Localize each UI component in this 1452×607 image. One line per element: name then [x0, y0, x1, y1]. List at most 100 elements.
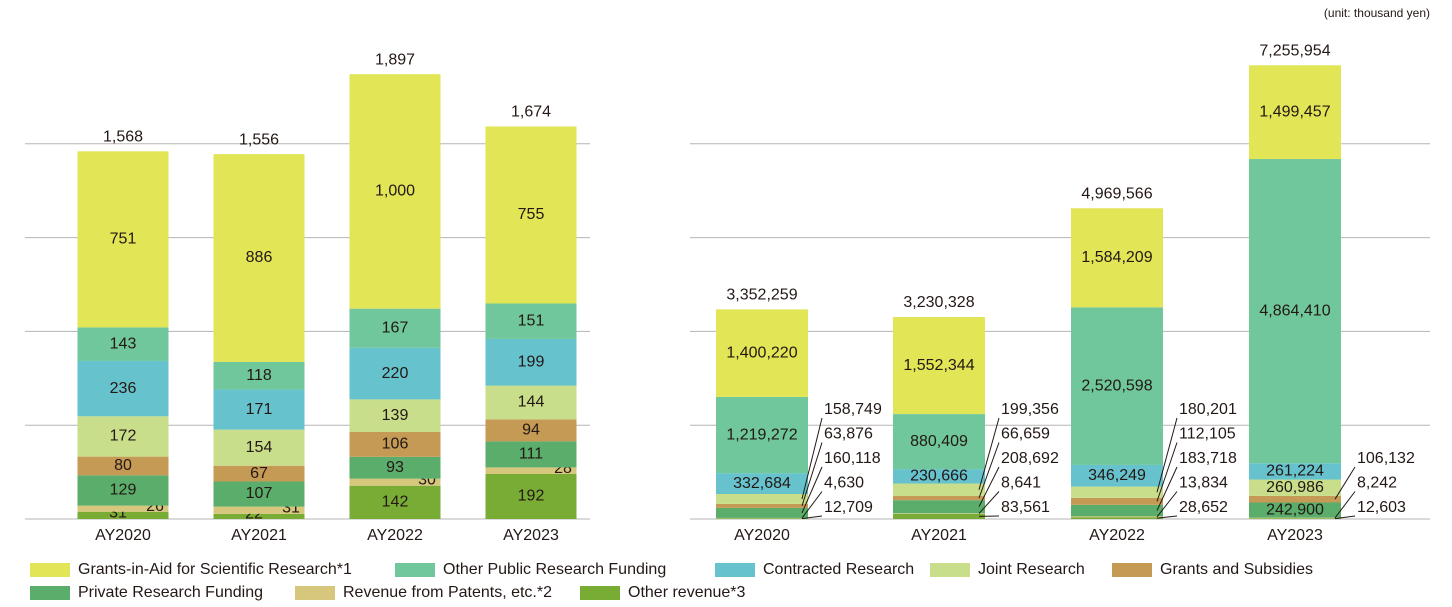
leader-line	[978, 491, 1000, 514]
leader-line	[801, 466, 823, 514]
data-label: 111	[519, 446, 543, 463]
data-label: 1,219,272	[726, 426, 797, 443]
legend-label: Grants-in-Aid for Scientific Research*1	[78, 561, 352, 578]
data-label: 107	[246, 485, 273, 502]
bar-segment	[1249, 495, 1341, 503]
data-label: 12,709	[824, 499, 873, 516]
bar-segment	[77, 416, 169, 457]
bar-segment	[213, 465, 305, 482]
leader-line	[1156, 515, 1178, 519]
legend-swatch	[1112, 563, 1152, 577]
legend-swatch	[715, 563, 755, 577]
data-label: 171	[246, 401, 273, 418]
data-label: 1,400,220	[726, 344, 797, 361]
bar-segment	[1071, 307, 1163, 465]
bar-segment	[1071, 517, 1163, 519]
data-label: 4,630	[824, 475, 864, 492]
leader-line	[801, 417, 823, 500]
data-label: 1,000	[375, 183, 415, 200]
data-label: 93	[386, 459, 404, 476]
bar-segment	[485, 385, 577, 420]
total-label: 3,230,328	[903, 294, 974, 311]
bar-segment	[1249, 479, 1341, 496]
bar-segment	[893, 469, 985, 484]
data-label: 67	[250, 465, 268, 482]
bar-segment	[213, 389, 305, 430]
legend-label: Grants and Subsidies	[1160, 561, 1313, 578]
legend-swatch	[30, 586, 70, 600]
bar-segment	[1071, 464, 1163, 487]
total-label: 1,674	[511, 104, 551, 121]
data-label: 880,409	[910, 433, 968, 450]
data-label: 180,201	[1179, 401, 1237, 418]
bar-segment	[893, 496, 985, 501]
data-label: 142	[382, 494, 409, 511]
data-label: 332,684	[733, 475, 791, 492]
bar-segment	[1071, 208, 1163, 308]
legend-label: Revenue from Patents, etc.*2	[343, 584, 552, 601]
bar-segment	[485, 467, 577, 474]
data-label: 242,900	[1266, 501, 1324, 518]
data-label: 13,834	[1179, 475, 1228, 492]
bar-segment	[485, 441, 577, 468]
data-label: 66,659	[1001, 426, 1050, 443]
data-label: 154	[246, 439, 273, 456]
data-label: 886	[246, 249, 273, 266]
data-label: 144	[518, 394, 545, 411]
bar-segment	[349, 399, 441, 433]
data-label: 112,105	[1179, 426, 1236, 443]
unit-note: (unit: thousand yen)	[1324, 6, 1430, 20]
x-tick-label: AY2022	[1089, 527, 1145, 544]
leader-line	[978, 466, 1000, 507]
bar-segment	[1249, 517, 1341, 519]
data-label: 143	[110, 335, 137, 352]
bar-segment	[1249, 463, 1341, 480]
x-tick-label: AY2023	[1267, 527, 1323, 544]
bar-segment	[213, 361, 305, 390]
x-tick-label: AY2023	[503, 527, 559, 544]
bar-segment	[349, 308, 441, 348]
bar-segment	[893, 316, 985, 415]
bar-segment	[716, 507, 808, 518]
data-label: 755	[518, 206, 545, 223]
data-label: 192	[518, 488, 545, 505]
bar-segment	[1071, 504, 1163, 517]
legend-swatch	[30, 563, 70, 577]
data-label: 158,749	[824, 401, 882, 418]
total-label: 4,969,566	[1081, 185, 1152, 202]
x-tick-label: AY2020	[95, 527, 151, 544]
bar-segment	[1249, 518, 1341, 519]
data-label: 106	[382, 436, 409, 453]
bar-segment	[77, 327, 169, 361]
total-label: 7,255,954	[1259, 42, 1330, 59]
bar-segment	[893, 483, 985, 497]
bar-segment	[1249, 502, 1341, 518]
bar-segment	[213, 154, 305, 362]
leader-line	[1334, 491, 1356, 519]
leader-line	[1334, 515, 1356, 520]
legend-label: Contracted Research	[763, 561, 914, 578]
x-tick-label: AY2022	[367, 527, 423, 544]
data-label: 236	[110, 380, 137, 397]
data-label: 230,666	[910, 468, 968, 485]
data-label: 208,692	[1001, 450, 1059, 467]
bar-segment	[893, 513, 985, 514]
data-label: 151	[518, 312, 545, 329]
leader-line	[978, 442, 1000, 499]
bar-segment	[213, 513, 305, 519]
bar-segment	[1071, 516, 1163, 518]
data-label: 1,499,457	[1259, 103, 1330, 120]
bar-segment	[349, 485, 441, 519]
total-label: 3,352,259	[726, 287, 797, 304]
bar-segment	[716, 396, 808, 474]
data-label: 28,652	[1179, 499, 1228, 516]
bar-segment	[893, 414, 985, 470]
bar-segment	[349, 478, 441, 486]
bar-segment	[716, 493, 808, 504]
legend-swatch	[930, 563, 970, 577]
bar-segment	[213, 481, 305, 507]
bar-segment	[77, 475, 169, 506]
data-label: 1,584,209	[1081, 249, 1152, 266]
data-label: 172	[110, 428, 137, 445]
